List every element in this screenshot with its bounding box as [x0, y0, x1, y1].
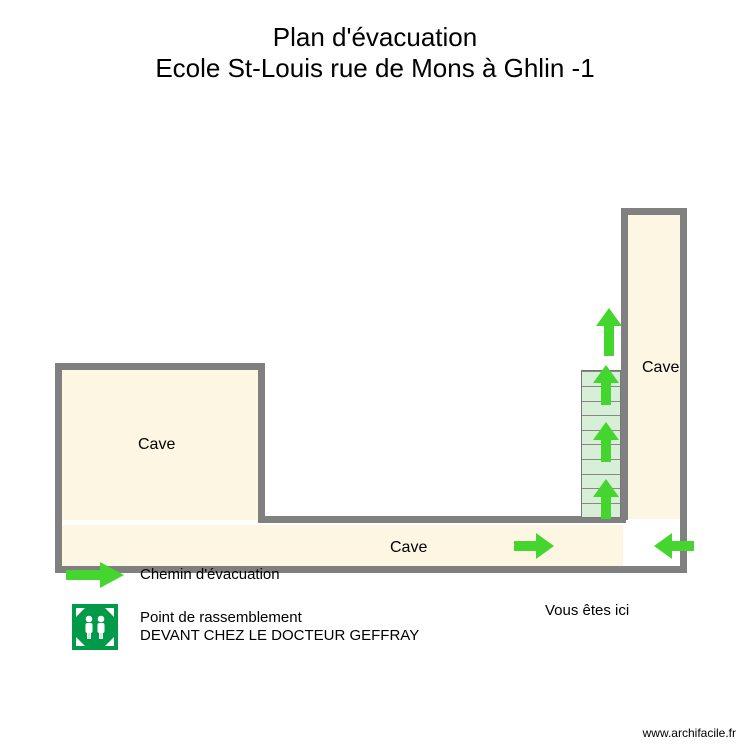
assembly-point-icon	[60, 604, 130, 650]
wall	[55, 363, 62, 573]
plan-title: Plan d'évacuation Ecole St-Louis rue de …	[0, 0, 750, 84]
legend-assembly-text: Point de rassemblement DEVANT CHEZ LE DO…	[130, 609, 419, 645]
evacuation-arrow-icon	[585, 318, 633, 351]
evacuation-arrow-icon	[586, 371, 626, 404]
wall	[680, 208, 687, 573]
assembly-line2: DEVANT CHEZ LE DOCTEUR GEFFRAY	[140, 627, 419, 644]
room-label: Cave	[642, 359, 679, 377]
room-label: Cave	[138, 436, 175, 454]
wall	[258, 516, 626, 523]
you-are-here: Vous êtes ici	[545, 602, 629, 619]
evacuation-arrow-icon	[654, 532, 694, 565]
evacuation-arrow-icon	[514, 532, 554, 565]
legend-assembly-row: Point de rassemblement DEVANT CHEZ LE DO…	[60, 604, 419, 650]
assembly-line1: Point de rassemblement	[140, 609, 302, 626]
room-label: Cave	[390, 539, 427, 557]
wall	[258, 363, 265, 523]
wall	[621, 208, 687, 215]
title-line2: Ecole St-Louis rue de Mons à Ghlin -1	[155, 53, 594, 83]
legend-evacuation-row: Chemin d'évacuation	[60, 560, 419, 590]
legend-evacuation-text: Chemin d'évacuation	[130, 566, 280, 584]
wall	[55, 363, 265, 370]
evacuation-arrow-icon	[586, 485, 626, 518]
footer-url: www.archifacile.fr	[643, 726, 736, 740]
arrow-icon	[60, 560, 130, 590]
legend: Chemin d'évacuation	[60, 560, 419, 664]
evacuation-arrow-icon	[586, 428, 626, 461]
title-line1: Plan d'évacuation	[273, 22, 477, 52]
wall	[621, 208, 628, 520]
